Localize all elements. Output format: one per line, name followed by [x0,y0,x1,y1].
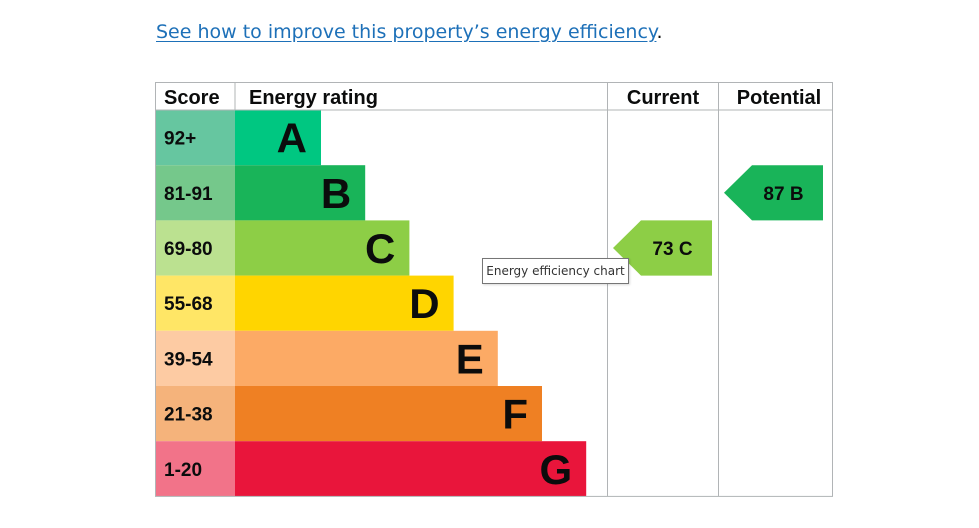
rating-letter-g: G [540,446,573,493]
intro-period: . [656,21,663,43]
rating-bar-e [235,330,498,386]
score-range-e: 39-54 [164,349,213,370]
score-cell-c [155,220,235,276]
rating-letter-e: E [456,335,484,382]
current-arrow [613,220,712,276]
score-range-f: 21-38 [164,405,213,426]
rating-bar-f [235,386,542,442]
score-cell-b [155,165,235,221]
rating-bar-c [235,220,410,276]
rating-bar-g [235,441,587,497]
score-cell-g [155,441,235,497]
potential-arrow [724,165,823,221]
score-range-a: 92+ [164,129,196,150]
score-cell-d [155,275,235,331]
header-score: Score [164,87,220,109]
score-range-b: 81-91 [164,184,213,205]
score-cell-f [155,386,235,442]
rating-letter-d: D [409,280,439,327]
score-cell-a [155,110,235,166]
chart-border [155,82,833,497]
rating-letter-b: B [321,170,351,217]
score-range-g: 1-20 [164,460,202,481]
header-potential: Potential [737,87,821,109]
rating-letter-a: A [277,115,307,162]
rating-letter-f: F [502,391,528,438]
chart-tooltip: Energy efficiency chart [482,258,629,284]
rating-bar-b [235,165,366,221]
intro-text: See how to improve this property’s energ… [156,21,663,43]
rating-bar-a [235,110,321,166]
current-rating-label: 73 C [652,239,692,260]
score-cell-e [155,330,235,386]
rating-letter-c: C [365,225,395,272]
score-range-c: 69-80 [164,239,213,260]
rating-bar-d [235,275,454,331]
score-range-d: 55-68 [164,294,213,315]
header-current: Current [627,87,700,109]
potential-rating-label: 87 B [763,184,803,205]
header-energy-rating: Energy rating [249,87,378,109]
improve-efficiency-link[interactable]: See how to improve this property’s energ… [156,21,657,43]
